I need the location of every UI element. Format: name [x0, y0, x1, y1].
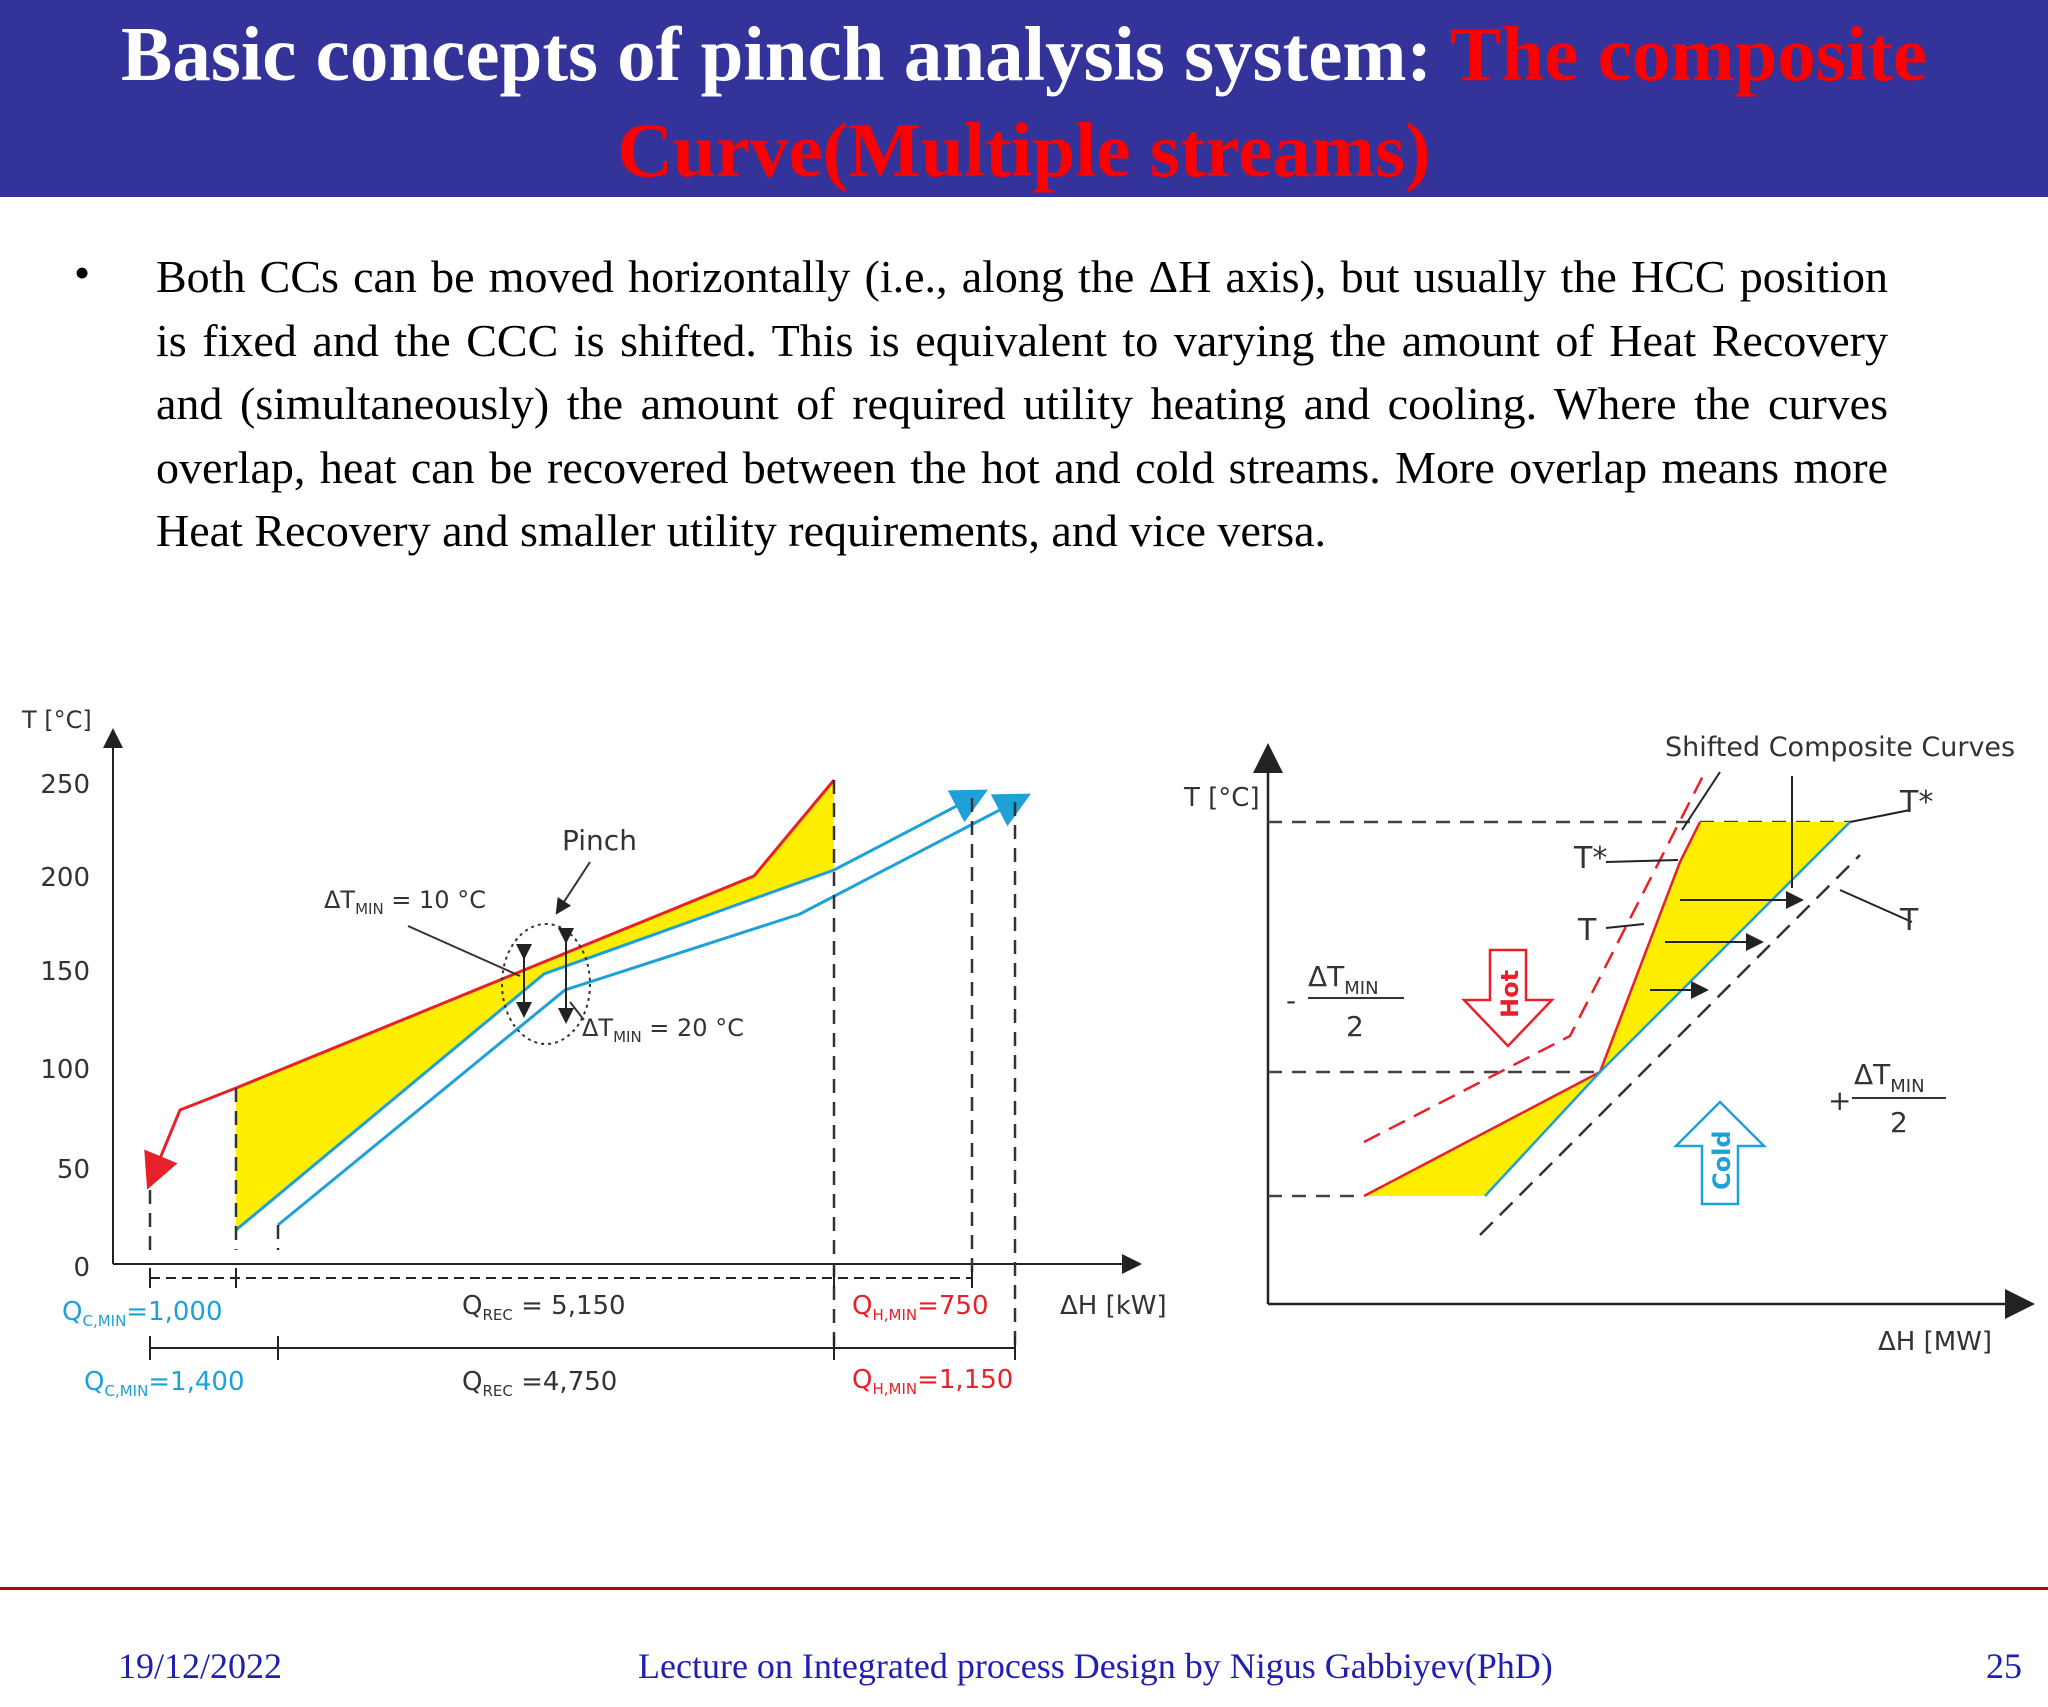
dtmin-20-label: ΔTMIN = 20 °C [582, 1014, 744, 1046]
cold-direction-arrow: Cold [1672, 1100, 1768, 1206]
left-vertical-guides [148, 780, 1017, 1350]
shifted-composite-curves-figure: Shifted Composite Curves T [°C] ΔH [MW] … [1183, 732, 2035, 1357]
hot-direction-arrow: Hot [1461, 948, 1555, 1048]
title-bar: Basic concepts of pinch analysis system:… [0, 0, 2048, 197]
t-star-mid-label: T* [1573, 841, 1607, 876]
hot-label: Hot [1496, 970, 1524, 1018]
cold-composite-curve-1 [235, 789, 988, 1232]
y-tick-150: 150 [40, 957, 90, 987]
slide-title: Basic concepts of pinch analysis system:… [20, 6, 2028, 197]
qh-min-1150-label: QH,MIN=1,150 [852, 1365, 1013, 1398]
svg-text:ΔTMIN: ΔTMIN [1308, 960, 1379, 999]
dimension-row-1 [149, 1268, 973, 1288]
qc-min-1000-label: QC,MIN=1,000 [62, 1297, 223, 1330]
right-x-axis-label: ΔH [MW] [1878, 1327, 1992, 1357]
footer-lecture: Lecture on Integrated process Design by … [638, 1646, 1553, 1686]
dtmin-10-pointer [407, 925, 521, 977]
qrec-5150-label: QREC = 5,150 [462, 1291, 626, 1324]
composite-curves-figure: T [°C] 250 200 150 100 50 0 Pinch ΔTMIN … [21, 706, 1167, 1400]
y-tick-50: 50 [57, 1155, 90, 1185]
left-y-axis-label: T [°C] [21, 706, 92, 734]
t-mid-label: T [1577, 913, 1597, 948]
dimension-row-2 [149, 1336, 1016, 1360]
cold-label: Cold [1708, 1130, 1736, 1190]
cold-composite-curve-2 [277, 793, 1031, 1227]
svg-text:-: - [1286, 984, 1296, 1017]
footer-page-number: 25 [1986, 1646, 2022, 1686]
bullet-marker: • [74, 247, 91, 298]
left-y-tick-labels: 250 200 150 100 50 0 [40, 770, 90, 1283]
plus-dtmin-half: + ΔTMIN 2 [1828, 1058, 1946, 1139]
slide-title-accent: The composite Curve(Multiple streams) [617, 11, 1927, 193]
y-tick-250: 250 [40, 770, 90, 800]
y-tick-0: 0 [73, 1253, 90, 1283]
left-x-axis-label: ΔH [kW] [1060, 1291, 1167, 1321]
qrec-4750-label: QREC =4,750 [462, 1367, 617, 1400]
cold-actual-dashed [1479, 854, 1861, 1236]
qh-min-750-label: QH,MIN=750 [852, 1291, 989, 1324]
qc-min-1400-label: QC,MIN=1,400 [84, 1367, 245, 1400]
dtmin-20-pointer [569, 1001, 585, 1021]
t-right-label: T [1899, 903, 1919, 938]
y-tick-200: 200 [40, 863, 90, 893]
hot-shifted-curve [1363, 821, 1702, 1198]
cold-shifted-curve [1484, 821, 1851, 1197]
bullet-paragraph: Both CCs can be moved horizontally (i.e.… [156, 251, 1888, 556]
pinch-label: Pinch [562, 824, 637, 857]
slide-title-main: Basic concepts of pinch analysis system: [121, 11, 1451, 97]
svg-text:ΔTMIN: ΔTMIN [1854, 1058, 1925, 1097]
svg-text:2: 2 [1346, 1010, 1364, 1043]
dtmin-10-label: ΔTMIN = 10 °C [324, 886, 486, 918]
heat-flow-arrows [1650, 891, 1804, 999]
svg-text:2: 2 [1890, 1106, 1908, 1139]
pinch-pointer [555, 861, 591, 915]
label-pointers [1605, 771, 1913, 929]
y-tick-100: 100 [40, 1055, 90, 1085]
pinch-ellipse [501, 923, 591, 1045]
heat-recovery-overlap [236, 780, 834, 1230]
shifted-title: Shifted Composite Curves [1665, 732, 2015, 763]
footer-date: 19/12/2022 [118, 1646, 283, 1686]
t-star-right-label: T* [1899, 785, 1933, 820]
svg-text:+: + [1828, 1084, 1851, 1117]
footer-rule [0, 1587, 2048, 1590]
minus-dtmin-half: - ΔTMIN 2 [1286, 960, 1404, 1043]
right-y-axis-label: T [°C] [1183, 783, 1260, 813]
